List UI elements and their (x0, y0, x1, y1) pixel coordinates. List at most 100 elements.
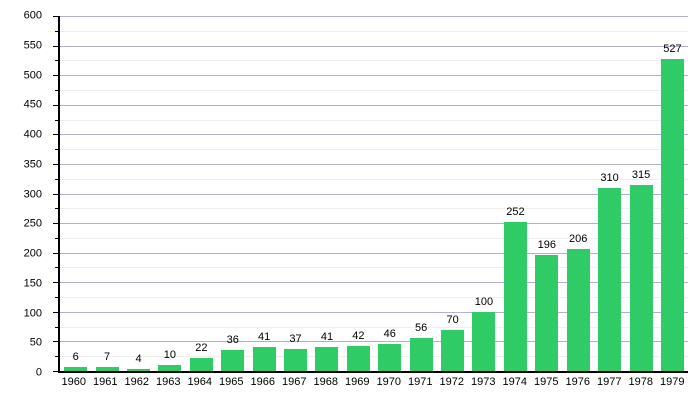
x-axis-label: 1967 (282, 376, 307, 388)
bar-1967 (284, 349, 308, 371)
y-axis-tick (53, 163, 60, 165)
bar-1968 (315, 346, 339, 371)
bar-value-label: 70 (446, 313, 459, 326)
y-axis-label: 550 (23, 39, 42, 52)
bar-1978 (629, 184, 653, 371)
bar-value-label: 7 (104, 350, 111, 363)
y-axis-label: 600 (23, 9, 42, 22)
y-axis-tick (55, 178, 60, 180)
bar-1965 (221, 349, 245, 371)
x-axis-label: 1966 (250, 376, 275, 388)
y-axis-label: 450 (23, 98, 42, 111)
bar-1963 (158, 365, 182, 371)
y-axis-tick (53, 75, 60, 77)
x-axis-label: 1964 (187, 376, 212, 388)
y-axis-tick (55, 356, 60, 358)
bar-value-label: 252 (506, 205, 525, 218)
x-axis-label: 1969 (345, 376, 370, 388)
y-axis-tick (53, 223, 60, 225)
bar-column-1975: 196 (531, 16, 562, 371)
bar-value-label: 6 (72, 351, 79, 364)
bar-1974 (503, 221, 527, 371)
y-axis-tick (55, 60, 60, 62)
y-axis-tick (55, 237, 60, 239)
bar-value-label: 196 (537, 239, 556, 252)
bar-column-1970: 46 (374, 16, 405, 371)
bar-1970 (378, 343, 402, 371)
bars: 6 7 4 10 22 36 41 37 41 42 46 56 70 100 252 196 206 310 31… (60, 16, 688, 371)
bar-column-1971: 56 (405, 16, 436, 371)
bar-column-1978: 315 (625, 16, 656, 371)
y-axis-label: 350 (23, 158, 42, 171)
bar-1971 (409, 337, 433, 371)
y-axis-label: 200 (23, 247, 42, 260)
x-axis-label: 1976 (565, 376, 590, 388)
y-axis-label: 150 (23, 277, 42, 290)
y-axis-tick (55, 326, 60, 328)
y-axis-tick (53, 134, 60, 136)
y-axis-tick (53, 341, 60, 343)
bar-column-1979: 527 (657, 16, 688, 371)
x-axis-label: 1968 (313, 376, 338, 388)
bar-1976 (566, 249, 590, 371)
y-axis-tick (53, 311, 60, 313)
y-axis-tick (53, 45, 60, 47)
bar-1977 (598, 187, 622, 371)
bar-column-1972: 70 (437, 16, 468, 371)
bar-value-label: 36 (226, 333, 239, 346)
x-axis-label: 1974 (502, 376, 527, 388)
y-axis-label: 400 (23, 128, 42, 141)
x-axis-label: 1978 (628, 376, 653, 388)
bar-column-1962: 4 (123, 16, 154, 371)
bar-column-1965: 36 (217, 16, 248, 371)
y-axis-tick (55, 119, 60, 121)
y-axis-tick (53, 193, 60, 195)
bar-column-1967: 37 (280, 16, 311, 371)
bar-column-1966: 41 (248, 16, 279, 371)
bar-value-label: 310 (600, 171, 619, 184)
x-axis-label: 1979 (660, 376, 685, 388)
bar-value-label: 206 (569, 233, 588, 246)
bar-value-label: 41 (258, 330, 271, 343)
bar-1969 (346, 346, 370, 371)
bar-1975 (535, 255, 559, 371)
bar-1973 (472, 311, 496, 371)
bar-1964 (189, 357, 213, 371)
bar-column-1960: 6 (60, 16, 91, 371)
bar-value-label: 100 (474, 295, 494, 308)
x-axis-label: 1970 (376, 376, 401, 388)
x-axis-label: 1962 (124, 376, 149, 388)
x-axis-label: 1961 (93, 376, 118, 388)
bar-value-label: 22 (195, 341, 208, 354)
y-axis-tick (53, 371, 60, 372)
bar-value-label: 315 (631, 168, 651, 181)
bar-value-label: 10 (163, 349, 177, 362)
y-axis-label: 500 (23, 69, 42, 81)
bar-column-1973: 100 (468, 16, 499, 371)
bar-1962 (127, 368, 151, 371)
y-axis-tick (53, 252, 60, 254)
x-axis-label: 1975 (534, 376, 559, 388)
y-axis-tick (53, 282, 60, 284)
x-axis-label: 1977 (597, 376, 622, 388)
bar-value-label: 37 (289, 333, 302, 346)
y-axis-labels: 0 50 100 150 200 250 300 350 400 450 500 550 600 (0, 10, 50, 378)
bar-value-label: 41 (320, 330, 334, 343)
y-axis-tick (55, 208, 60, 210)
bar-column-1968: 41 (311, 16, 342, 371)
y-axis-tick (55, 149, 60, 151)
y-axis-tick (55, 30, 60, 32)
x-axis-label: 1972 (439, 376, 464, 388)
y-axis-tick (53, 104, 60, 106)
x-axis-label: 1960 (61, 376, 86, 388)
y-axis-label: 100 (23, 307, 42, 319)
bar-value-label: 46 (383, 327, 396, 340)
bar-1966 (252, 346, 276, 371)
y-axis-label: 0 (35, 366, 42, 379)
x-axis-label: 1963 (156, 376, 181, 388)
y-axis-tick (55, 267, 60, 269)
bar-value-label: 527 (663, 43, 682, 56)
y-axis-label: 250 (23, 217, 42, 230)
bar-value-label: 4 (135, 352, 142, 365)
y-axis-tick (53, 16, 60, 17)
